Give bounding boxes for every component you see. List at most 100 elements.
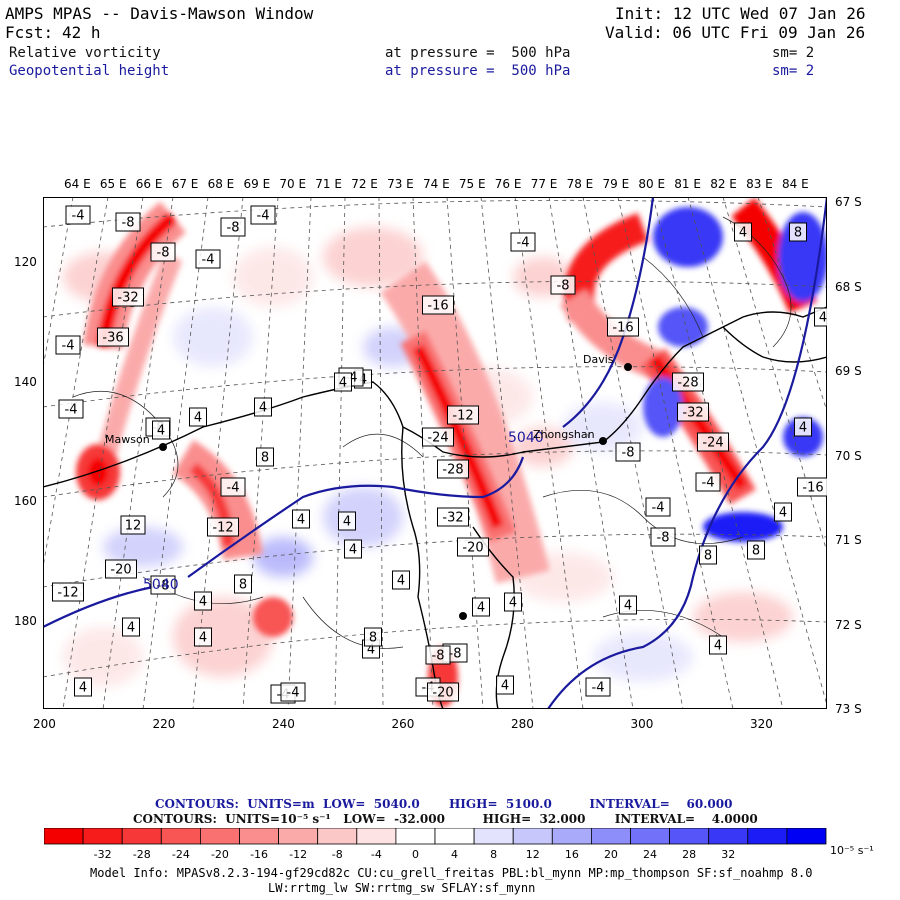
vorticity-label: 4 — [619, 595, 637, 615]
vorticity-label: -12 — [447, 405, 479, 425]
svg-text:-20: -20 — [462, 541, 483, 556]
longitude-label: 84 E — [782, 177, 809, 191]
colorbar-units: 10⁻⁵ s⁻¹ — [830, 844, 874, 857]
x-tick-label: 260 — [391, 717, 415, 731]
x-tick-label: 200 — [33, 717, 56, 731]
init-time: Init: 12 UTC Wed 07 Jan 26 — [615, 4, 866, 23]
y-tick-label: 180 — [14, 613, 37, 628]
svg-text:4: 4 — [509, 596, 517, 611]
vorticity-label: 12 — [120, 515, 146, 535]
vorticity-label: -4 — [645, 497, 671, 517]
colorbar-swatch — [747, 828, 788, 845]
svg-text:4: 4 — [714, 639, 722, 654]
vorticity-label: 4 — [338, 511, 356, 531]
latitude-label: 71 S — [835, 533, 862, 547]
svg-text:4: 4 — [199, 631, 207, 646]
height-contour-label: 5040 — [143, 577, 179, 593]
colorbar-tick: 20 — [604, 848, 618, 861]
vorticity-label: -20 — [457, 537, 489, 557]
vorticity-label: -32 — [112, 287, 144, 307]
longitude-label: 78 E — [566, 177, 594, 191]
svg-text:8: 8 — [369, 631, 377, 646]
svg-text:-4: -4 — [652, 501, 665, 516]
vorticity-label: -4 — [585, 677, 611, 697]
longitude-label: 76 E — [494, 177, 522, 191]
longitude-label: 77 E — [530, 177, 558, 191]
svg-text:4: 4 — [157, 424, 165, 439]
latitude-label: 67 S — [835, 195, 862, 209]
vorticity-label: 8 — [789, 222, 807, 242]
latitude-label: 68 S — [835, 279, 862, 294]
vorticity-label: 4 — [794, 417, 812, 437]
vorticity-label: -28 — [672, 372, 704, 392]
forecast-label: Fcst: — [5, 23, 54, 42]
station-label: Davis — [583, 353, 614, 366]
colorbar-tick: -12 — [289, 848, 307, 861]
svg-text:-36: -36 — [102, 331, 123, 346]
svg-text:-20: -20 — [110, 563, 131, 578]
height-contour-info: CONTOURS: UNITS=m LOW= 5040.0 HIGH= 5100… — [155, 797, 733, 811]
colorbar-swatch — [512, 828, 553, 845]
longitude-label: 70 E — [279, 177, 307, 191]
field2-name: Geopotential height — [9, 63, 170, 79]
vorticity-label: -4 — [65, 205, 91, 225]
vorticity-label: 8 — [699, 545, 717, 565]
svg-text:4: 4 — [397, 574, 405, 589]
colorbar-swatch — [121, 828, 162, 845]
longitude-label: 65 E — [99, 177, 127, 191]
svg-text:-4: -4 — [72, 209, 85, 224]
svg-text:-8: -8 — [557, 279, 570, 294]
colorbar-tick: 12 — [526, 848, 540, 861]
svg-text:-4: -4 — [65, 403, 78, 418]
svg-text:8: 8 — [239, 578, 247, 593]
colorbar-swatch — [551, 828, 592, 845]
vorticity-label: 8 — [256, 447, 274, 467]
longitude-label: 74 E — [423, 177, 450, 191]
vorticity-label: 4 — [504, 592, 522, 612]
vorticity-label: -32 — [437, 507, 469, 527]
vorticity-label: 8 — [364, 627, 382, 647]
svg-text:4: 4 — [199, 595, 207, 610]
vorticity-label: -8 — [150, 242, 176, 262]
colorbar-swatch — [630, 828, 670, 845]
vorticity-label: 4 — [392, 570, 410, 590]
vorticity-label: 4 — [344, 539, 362, 559]
svg-text:4: 4 — [339, 376, 347, 391]
vorticity-contour-info: CONTOURS: UNITS=10⁻⁵ s⁻¹ LOW= -32.000 HI… — [133, 812, 758, 826]
vorticity-label: -8 — [115, 212, 141, 232]
longitude-label: 66 E — [135, 177, 163, 191]
longitude-label: 79 E — [602, 177, 630, 191]
vorticity-label: -16 — [422, 295, 454, 315]
longitude-label: 72 E — [351, 177, 378, 191]
vorticity-label: -4 — [195, 249, 221, 269]
svg-text:-32: -32 — [442, 511, 463, 526]
svg-text:-8: -8 — [157, 579, 170, 594]
x-tick-label: 220 — [152, 717, 176, 731]
svg-text:8: 8 — [261, 451, 269, 466]
vorticity-label: 4 — [709, 635, 727, 655]
svg-text:-32: -32 — [682, 406, 703, 421]
vorticity-label: -4 — [58, 399, 84, 419]
vorticity-label: 4 — [472, 597, 490, 617]
svg-text:-4: -4 — [62, 339, 75, 354]
vorticity-label: -4 — [220, 477, 246, 497]
svg-text:4: 4 — [624, 599, 632, 614]
vorticity-label: -16 — [607, 317, 639, 337]
svg-text:-8: -8 — [157, 246, 170, 261]
svg-text:-8: -8 — [449, 647, 462, 662]
svg-text:4: 4 — [297, 513, 305, 528]
vorticity-label: 4 — [194, 627, 212, 647]
svg-text:4: 4 — [501, 679, 509, 694]
x-tick-label: 300 — [630, 717, 654, 731]
svg-text:-4: -4 — [702, 476, 715, 491]
svg-text:8: 8 — [752, 544, 760, 559]
colorbar-swatch — [434, 828, 475, 845]
svg-text:-4: -4 — [257, 209, 270, 224]
vorticity-label: -24 — [697, 432, 729, 452]
colorbar-tick: 16 — [565, 848, 579, 861]
vorticity-label: 4 — [292, 509, 310, 529]
colorbar-swatch — [473, 828, 514, 845]
svg-text:-8: -8 — [657, 531, 670, 546]
vorticity-label: 4 — [189, 407, 207, 427]
latitude-label: 72 S — [835, 617, 862, 632]
